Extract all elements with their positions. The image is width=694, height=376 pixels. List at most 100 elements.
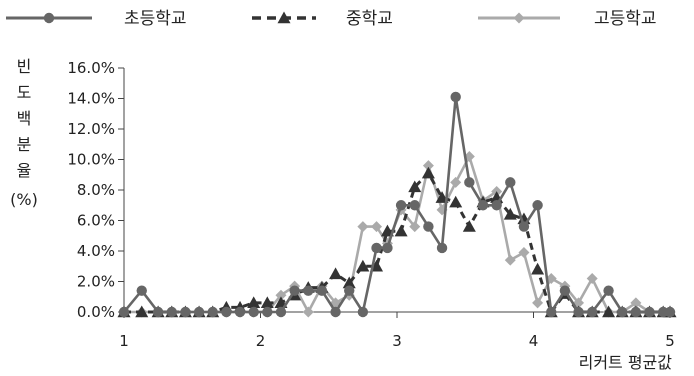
x-axis-title: 리커트 평균값 <box>579 353 673 372</box>
data-point <box>462 220 476 232</box>
data-point <box>275 306 287 318</box>
y-axis-title-char: 백 <box>17 109 32 128</box>
data-point <box>532 200 543 211</box>
data-point <box>644 306 655 318</box>
legend-item: 고등학교 <box>478 9 657 29</box>
legend-marker <box>277 11 291 24</box>
data-point <box>260 296 274 309</box>
data-point <box>136 285 147 296</box>
series-line <box>124 171 670 314</box>
y-tick-label: 0.0% <box>77 303 115 321</box>
data-point <box>504 254 516 266</box>
data-point <box>344 285 355 296</box>
data-point <box>118 306 130 318</box>
x-tick-label: 2 <box>256 332 266 350</box>
data-point <box>505 177 516 188</box>
data-point <box>603 285 614 296</box>
data-point <box>357 221 369 233</box>
data-point <box>152 306 164 318</box>
y-axis-title-char: 도 <box>17 83 32 102</box>
data-point <box>371 242 382 254</box>
data-point <box>586 306 598 318</box>
legend: 초등학교 중학교 고등학교 <box>6 9 657 29</box>
data-point <box>166 306 177 318</box>
data-point <box>421 166 435 179</box>
data-point <box>573 306 584 318</box>
data-point <box>531 262 545 275</box>
data-point <box>602 305 616 318</box>
data-point <box>207 306 218 318</box>
data-point <box>449 195 463 208</box>
data-point <box>477 200 489 211</box>
data-point <box>275 289 287 301</box>
data-point <box>395 200 407 211</box>
data-point <box>491 200 502 211</box>
data-point <box>518 247 530 259</box>
series-2 <box>117 166 677 318</box>
data-point <box>302 306 314 318</box>
data-point <box>356 259 370 272</box>
data-point <box>409 221 421 233</box>
data-point <box>247 296 261 309</box>
data-point <box>422 160 434 172</box>
data-point <box>436 242 448 254</box>
y-tick-label: 10.0% <box>67 151 115 169</box>
legend-item: 초등학교 <box>6 9 187 29</box>
legend-marker <box>43 12 55 24</box>
data-point <box>559 285 571 296</box>
data-point <box>630 297 642 309</box>
data-point <box>664 306 676 318</box>
series-layer <box>117 91 677 318</box>
data-point <box>617 306 628 318</box>
data-point <box>371 221 383 233</box>
data-point <box>135 305 149 318</box>
legend-label: 고등학교 <box>594 9 657 29</box>
y-tick-label: 14.0% <box>67 90 115 108</box>
y-tick-label: 16.0% <box>67 59 115 77</box>
y-tick-label: 2.0% <box>77 273 115 291</box>
y-axis-title-char: 율 <box>17 161 32 180</box>
x-tick-label: 4 <box>529 332 539 350</box>
data-point <box>248 306 259 318</box>
data-point <box>408 180 422 193</box>
legend-marker <box>513 12 525 24</box>
data-point <box>630 306 642 318</box>
legend-label: 중학교 <box>346 9 393 29</box>
data-point <box>450 91 461 103</box>
data-point <box>382 242 393 254</box>
data-point <box>303 285 314 296</box>
data-point <box>316 285 328 296</box>
data-point <box>193 306 205 318</box>
data-point <box>357 306 369 318</box>
data-point <box>532 297 544 309</box>
y-axis-title-char: 빈 <box>17 57 32 76</box>
data-point <box>503 207 517 220</box>
x-tick-label: 1 <box>119 332 129 350</box>
data-point <box>423 221 434 232</box>
x-tick-label: 3 <box>392 332 402 350</box>
data-point <box>234 306 246 318</box>
data-point <box>330 306 341 318</box>
data-point <box>289 285 300 296</box>
y-tick-label: 4.0% <box>77 242 115 260</box>
y-tick-label: 6.0% <box>77 212 115 230</box>
data-point <box>221 306 232 318</box>
data-point <box>342 276 356 289</box>
y-axis-title-char: 분 <box>17 135 32 154</box>
data-point <box>329 267 343 280</box>
data-point <box>262 306 273 318</box>
legend-label: 초등학교 <box>124 9 187 29</box>
data-point <box>180 306 191 318</box>
data-point <box>464 177 475 188</box>
data-point <box>518 221 530 232</box>
data-point <box>546 306 557 318</box>
x-tick-label: 5 <box>665 332 675 350</box>
series-1 <box>118 91 676 318</box>
data-point <box>586 272 598 284</box>
y-axis-title-unit: (%) <box>10 190 38 209</box>
data-point <box>409 200 420 211</box>
y-tick-label: 8.0% <box>77 181 115 199</box>
data-point <box>450 176 462 188</box>
